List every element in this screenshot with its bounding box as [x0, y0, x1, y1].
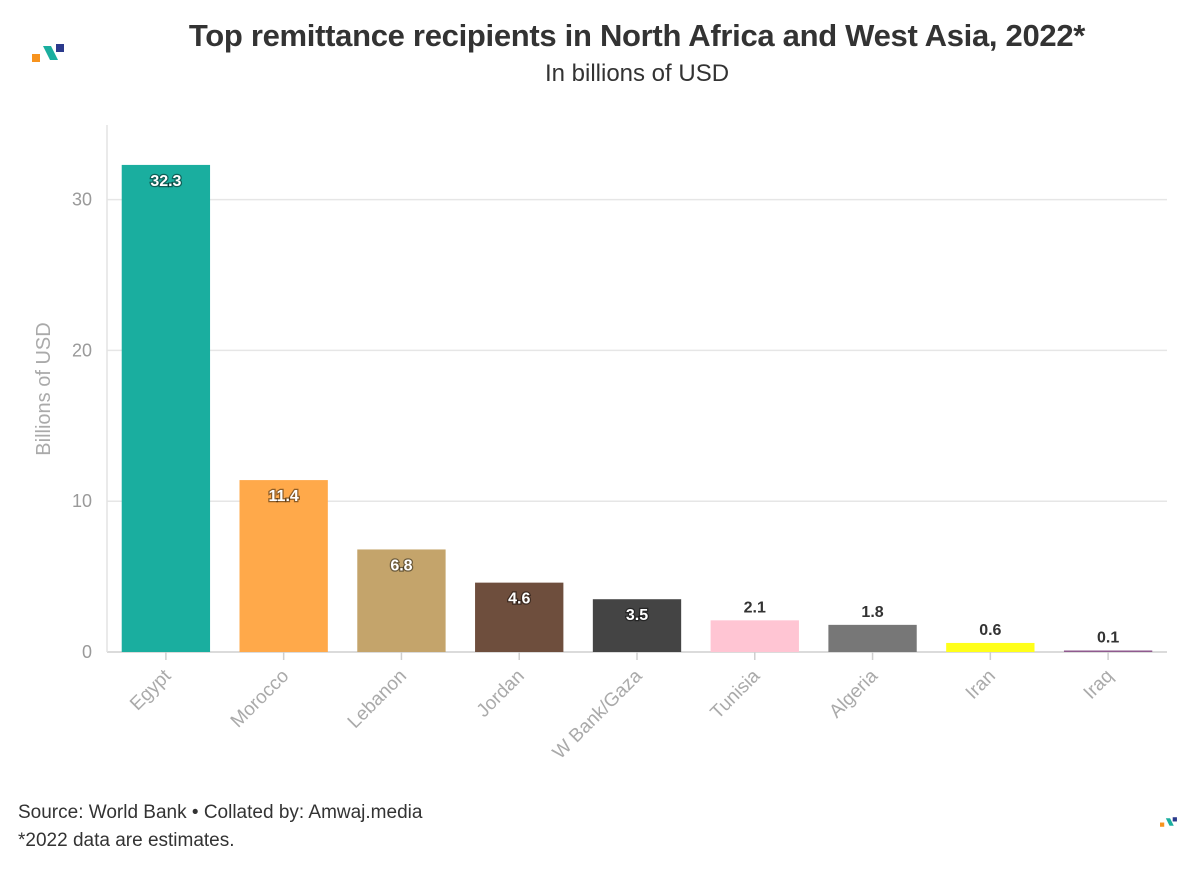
- logo-navy-square: [1172, 817, 1177, 822]
- x-tick-label: Jordan: [473, 666, 529, 722]
- logo-orange-square: [1160, 822, 1165, 827]
- y-tick-label: 20: [72, 340, 92, 360]
- bar-chart: 0 10 20 30 Billions of USD 32.3 11.4 6.8 4.6 3.…: [33, 125, 1167, 763]
- data-label: 6.8: [390, 557, 412, 574]
- y-tick-label: 10: [72, 491, 92, 511]
- bar-lebanon: [357, 549, 446, 652]
- bar-egypt: [121, 164, 211, 652]
- bar-algeria: [828, 624, 917, 652]
- x-tick-label: Tunisia: [707, 665, 765, 723]
- x-tick-label: Iran: [962, 666, 1000, 704]
- logo-teal-stroke: [43, 46, 58, 60]
- bar-tunisia: [710, 620, 799, 652]
- data-label: 1.8: [861, 604, 883, 621]
- bar-iraq: [1063, 650, 1153, 652]
- data-label: 2.1: [744, 599, 766, 616]
- data-label: 0.1: [1097, 629, 1119, 646]
- y-axis-title: Billions of USD: [33, 322, 55, 455]
- x-tick-marks: [165, 652, 1109, 660]
- data-label: 32.3: [150, 173, 181, 190]
- bars: [121, 164, 1153, 652]
- bar-jordan: [475, 582, 564, 652]
- bar-morocco: [239, 480, 328, 652]
- y-tick-label: 0: [82, 642, 92, 662]
- data-label: 4.6: [508, 591, 530, 608]
- logo-navy-square: [56, 44, 64, 52]
- amwaj-logo-icon: [32, 44, 64, 62]
- x-tick-label: Egypt: [126, 665, 176, 715]
- x-tick-label: Lebanon: [344, 666, 411, 733]
- chart-title: Top remittance recipients in North Afric…: [188, 18, 1086, 53]
- source-note: Source: World Bank • Collated by: Amwaj.…: [18, 802, 423, 823]
- data-label: 0.6: [979, 622, 1001, 639]
- logo-teal-stroke: [1165, 818, 1174, 826]
- logo-orange-square: [32, 54, 40, 62]
- x-tick-label: Iraq: [1080, 666, 1118, 704]
- amwaj-small-logo-icon: [1160, 817, 1177, 827]
- x-tick-label: W Bank/Gaza: [549, 665, 647, 763]
- estimate-note: *2022 data are estimates.: [18, 830, 235, 851]
- chart-subtitle: In billions of USD: [544, 60, 730, 87]
- y-tick-label: 30: [72, 190, 92, 210]
- x-tick-label: Algeria: [825, 665, 882, 722]
- bar-w-bank-gaza: [592, 599, 682, 652]
- bar-iran: [946, 642, 1035, 652]
- data-labels: 32.3 11.4 6.8 4.6 3.5 2.1 1.8 0.6 0.1: [149, 172, 1119, 647]
- x-tick-labels: Egypt Morocco Lebanon Jordan W Bank/Gaza Tuni…: [126, 665, 1117, 763]
- data-label: 3.5: [626, 607, 648, 624]
- data-label: 11.4: [269, 488, 299, 505]
- x-tick-label: Morocco: [227, 666, 293, 732]
- y-tick-labels: 0 10 20 30: [72, 190, 92, 662]
